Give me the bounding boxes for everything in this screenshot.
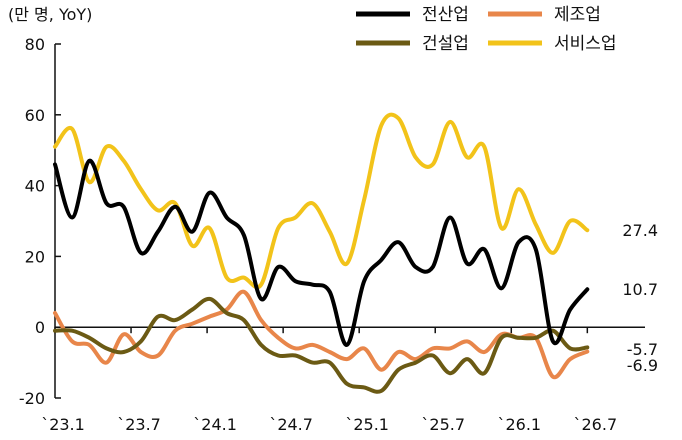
y-tick-label: 0	[35, 318, 45, 337]
series-line-1	[53, 158, 590, 347]
x-tick-label: `26.7	[574, 415, 618, 434]
end-value-label: -6.9	[627, 356, 658, 375]
end-value-label: 27.4	[622, 221, 658, 240]
y-tick-label: 20	[25, 247, 45, 266]
axes: -20 0 20 40 60 80 `23.1 `23.7 `24.1 `24.7 `25.1 `25…	[19, 35, 645, 434]
x-tick-label: `23.1	[41, 415, 85, 434]
y-tick-label: 80	[25, 35, 45, 54]
legend-label: 제조업	[554, 5, 601, 25]
series-line-3	[53, 296, 590, 394]
end-value-label: -5.7	[627, 340, 658, 359]
legend-label: 건설업	[422, 34, 469, 54]
x-tick-label: `26.1	[497, 415, 541, 434]
end-labels: 10.7 -6.9-5.7 27.4	[622, 221, 658, 375]
series-line-2	[53, 289, 590, 380]
end-value-label: 10.7	[622, 280, 658, 299]
series-layer	[53, 112, 590, 394]
x-tick-label: `23.7	[117, 415, 161, 434]
y-tick-label: 40	[25, 177, 45, 196]
x-tick-label: `24.7	[269, 415, 313, 434]
x-tick-label: `25.1	[345, 415, 389, 434]
x-tick-label: `24.1	[193, 415, 237, 434]
x-tick-label: `25.7	[421, 415, 465, 434]
unit-label: (만 명, YoY)	[8, 5, 92, 24]
legend-label: 전산업	[422, 5, 469, 25]
y-tick-label: -20	[19, 389, 45, 408]
series-line-4	[53, 112, 590, 290]
y-tick-label: 60	[25, 106, 45, 125]
legend-label: 서비스업	[554, 34, 617, 54]
